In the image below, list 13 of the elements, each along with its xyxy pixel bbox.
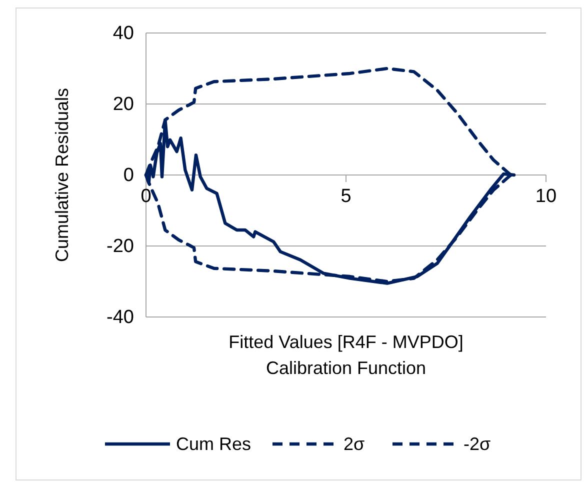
legend-label: Cum Res — [176, 434, 252, 454]
y-tick-label: -40 — [106, 307, 134, 328]
x-axis-title: Fitted Values [R4F - MVPDO] Calibration Function — [228, 332, 464, 378]
y-tick-label: 40 — [112, 23, 134, 44]
legend-label: -2σ — [464, 434, 491, 454]
y-tick-label: 0 — [123, 165, 134, 186]
y-tick-label: 20 — [112, 94, 134, 115]
x-tick-label: 5 — [340, 186, 352, 207]
legend-label: 2σ — [344, 434, 365, 454]
y-tick-label: -20 — [106, 236, 134, 257]
y-axis-title: Cumulative Residuals — [52, 88, 72, 262]
x-tick-label: 0 — [140, 186, 152, 207]
x-tick-label: 10 — [535, 186, 557, 207]
